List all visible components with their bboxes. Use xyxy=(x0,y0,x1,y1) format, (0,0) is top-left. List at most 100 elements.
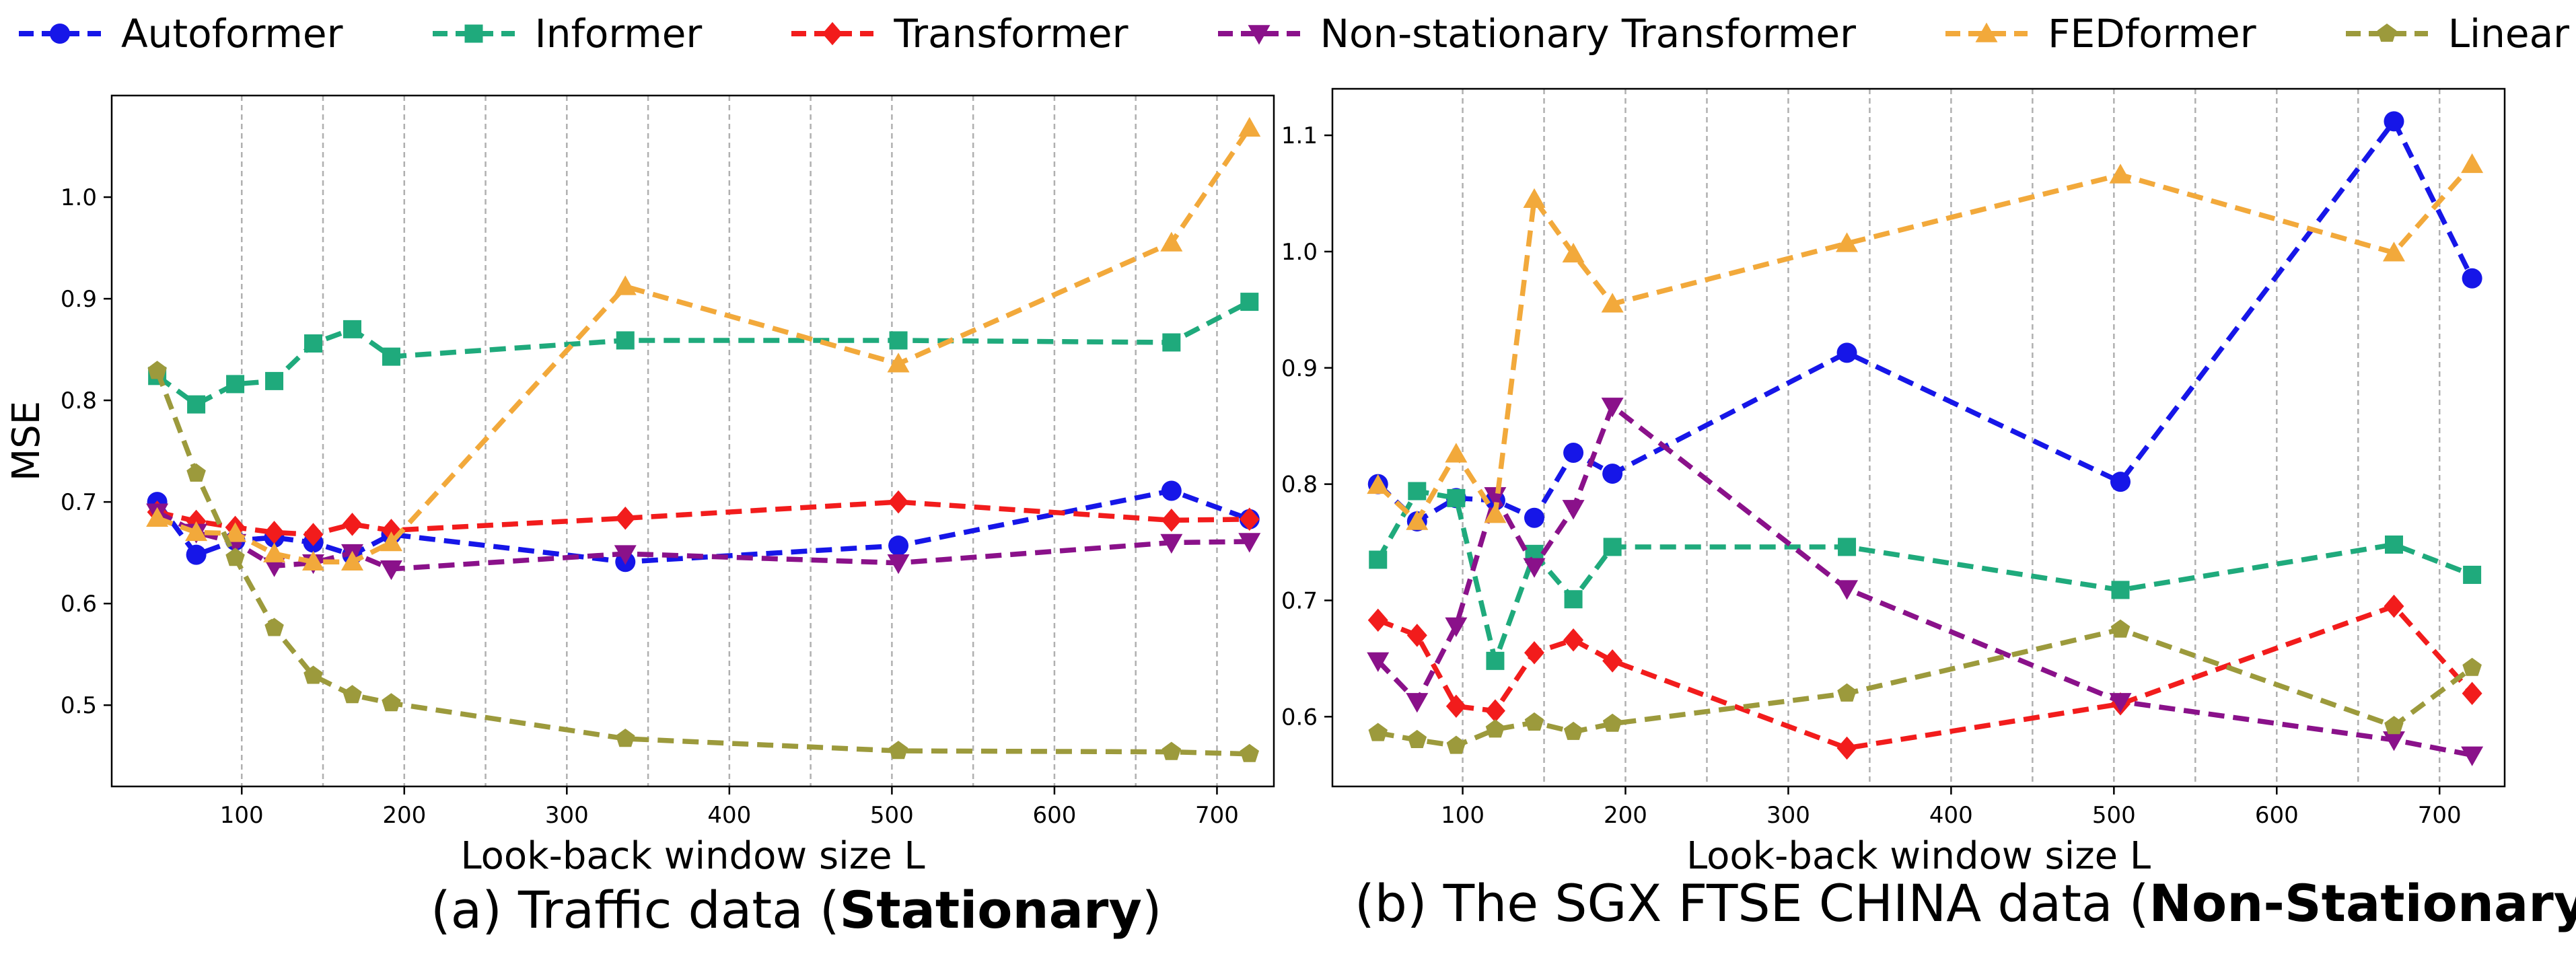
y-tick-label: 0.6 xyxy=(61,591,97,618)
x-tick-label: 500 xyxy=(870,802,914,829)
data-point xyxy=(2110,619,2131,638)
plot-frame xyxy=(1331,87,2506,788)
data-point xyxy=(224,522,247,542)
caption-a-prefix: (a) Traffic data ( xyxy=(431,880,840,940)
plot-frame xyxy=(110,94,1275,788)
data-point xyxy=(2109,163,2132,184)
legend-label: Informer xyxy=(534,11,703,57)
data-point xyxy=(1447,488,1466,507)
data-point xyxy=(382,347,400,366)
legend-marker xyxy=(464,24,483,43)
x-tick-label: 100 xyxy=(1441,802,1484,829)
x-axis-label: Look-back window size L xyxy=(460,834,925,875)
x-tick-label: 400 xyxy=(1929,802,1973,829)
y-tick-label: 0.6 xyxy=(1281,704,1318,731)
x-tick-label: 300 xyxy=(545,802,589,829)
data-point xyxy=(1367,608,1388,632)
legend-item-informer: Informer xyxy=(430,11,703,57)
data-point xyxy=(343,320,361,338)
caption-a: (a) Traffic data (Stationary) xyxy=(431,880,1162,940)
data-point xyxy=(887,554,910,575)
x-tick-label: 600 xyxy=(1032,802,1076,829)
x-tick-label: 400 xyxy=(707,802,751,829)
data-point xyxy=(1161,509,1182,532)
data-point xyxy=(1446,735,1466,754)
data-point xyxy=(1406,693,1429,713)
data-point xyxy=(1563,721,1583,740)
x-tick-label: 100 xyxy=(220,802,264,829)
data-point xyxy=(1238,116,1261,137)
data-point xyxy=(380,560,402,581)
data-point xyxy=(303,523,324,546)
data-point xyxy=(1162,333,1181,352)
legend-label: Non-stationary Transformer xyxy=(1320,11,1856,57)
series-line xyxy=(155,299,1251,407)
data-point xyxy=(1406,624,1427,647)
data-point xyxy=(1367,652,1390,672)
data-point xyxy=(342,513,363,536)
data-point xyxy=(1836,232,1859,252)
x-tick-label: 600 xyxy=(2255,802,2299,829)
data-point xyxy=(1445,694,1466,718)
data-point xyxy=(1602,464,1623,484)
data-point xyxy=(226,375,245,394)
data-point xyxy=(2462,657,2482,676)
data-point xyxy=(2384,111,2404,132)
x-tick-label: 700 xyxy=(1195,802,1239,829)
data-point xyxy=(186,463,206,482)
legend-label: FEDformer xyxy=(2048,11,2256,57)
data-point xyxy=(1240,743,1259,762)
data-point xyxy=(1240,293,1259,311)
data-point xyxy=(2111,581,2130,599)
data-point xyxy=(1601,293,1624,313)
legend-marker xyxy=(50,24,70,44)
legend-marker xyxy=(822,22,843,46)
y-tick-label: 0.8 xyxy=(61,388,97,414)
series-line xyxy=(1376,162,2474,524)
data-point xyxy=(186,544,207,565)
data-point xyxy=(1484,487,1507,507)
data-point xyxy=(1161,480,1182,501)
series-linear xyxy=(147,361,1259,762)
y-tick-label: 0.7 xyxy=(61,489,97,516)
data-point xyxy=(343,685,362,704)
data-point xyxy=(1524,712,1544,731)
data-point xyxy=(2109,693,2132,713)
data-point xyxy=(1602,649,1623,673)
data-point xyxy=(887,353,910,373)
y-tick-label: 0.5 xyxy=(61,692,97,719)
data-point xyxy=(1161,741,1182,760)
data-point xyxy=(146,507,169,527)
data-point xyxy=(1562,500,1585,520)
data-point xyxy=(1564,590,1583,609)
data-point xyxy=(382,693,401,712)
data-point xyxy=(1562,242,1585,263)
data-point xyxy=(265,371,284,390)
legend-swatch-fedformer xyxy=(1945,22,2028,42)
series-line xyxy=(1375,404,2473,758)
data-point xyxy=(1160,231,1183,252)
chart-b: 100 200 300 400 500 600 700 0.6 0.7 0.8 0.9 1.0 1.1 L… xyxy=(1281,87,2506,875)
data-point xyxy=(1601,398,1624,418)
legend: Autoformer Informer Transformer Non-station… xyxy=(0,0,2576,67)
y-tick-label: 0.8 xyxy=(1281,472,1318,499)
data-point xyxy=(1523,558,1546,578)
caption-a-bold: Stationary xyxy=(839,880,1142,940)
x-tick-label: 200 xyxy=(1604,802,1647,829)
data-point xyxy=(303,665,323,684)
data-point xyxy=(1485,719,1505,738)
y-tick-label: 0.9 xyxy=(1281,355,1318,382)
series-linear xyxy=(1368,619,2482,754)
y-tick-label: 1.1 xyxy=(1281,122,1318,149)
data-point xyxy=(1367,474,1390,494)
series-non-stationary-transformer xyxy=(1367,398,2484,766)
data-point xyxy=(888,741,908,760)
data-point xyxy=(2463,565,2482,584)
y-tick-label: 1.0 xyxy=(1281,239,1318,266)
data-point xyxy=(185,521,208,542)
legend-item-fedformer: FEDformer xyxy=(1943,11,2256,57)
data-point xyxy=(2110,472,2131,492)
data-point xyxy=(1484,699,1505,723)
data-point xyxy=(264,618,284,636)
data-point xyxy=(888,536,909,556)
